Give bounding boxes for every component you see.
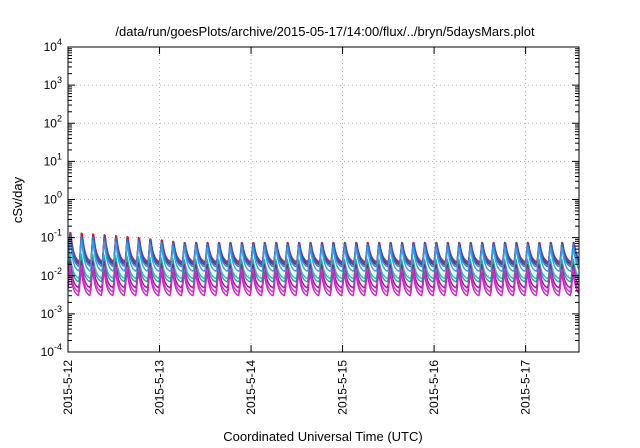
- x-axis-label: Coordinated Universal Time (UTC): [223, 429, 422, 444]
- y-tick-label: 10-2: [41, 266, 62, 283]
- y-tick-label: 10-4: [41, 342, 62, 359]
- x-tick-label: 2015-5-15: [336, 360, 350, 415]
- y-tick-labels: 104 103 102 101 100 10-1 10-2 10-3 10-4: [41, 37, 62, 359]
- y-tick-label: 10-1: [41, 228, 62, 245]
- x-tick-label: 2015-5-16: [427, 360, 441, 415]
- ticks: [67, 46, 579, 353]
- grid: [68, 47, 579, 352]
- chart-title: /data/run/goesPlots/archive/2015-05-17/1…: [115, 24, 535, 39]
- series-line: [67, 269, 580, 297]
- y-tick-label: 104: [44, 37, 62, 54]
- y-tick-label: 101: [44, 151, 62, 168]
- x-tick-label: 2015-5-17: [519, 360, 533, 415]
- y-tick-label: 102: [44, 113, 62, 130]
- y-tick-label: 103: [44, 75, 62, 92]
- x-tick-label: 2015-5-12: [61, 360, 75, 415]
- x-tick-label: 2015-5-14: [244, 360, 258, 415]
- series-group: [67, 231, 580, 297]
- series-line: [67, 235, 580, 268]
- series-line: [67, 238, 580, 272]
- x-tick-label: 2015-5-13: [153, 360, 167, 415]
- y-axis-label: cSv/day: [10, 176, 25, 223]
- y-tick-label: 100: [44, 190, 62, 207]
- x-tick-labels: 2015-5-12 2015-5-13 2015-5-14 2015-5-15 2015…: [61, 360, 533, 415]
- y-tick-label: 10-3: [41, 304, 62, 321]
